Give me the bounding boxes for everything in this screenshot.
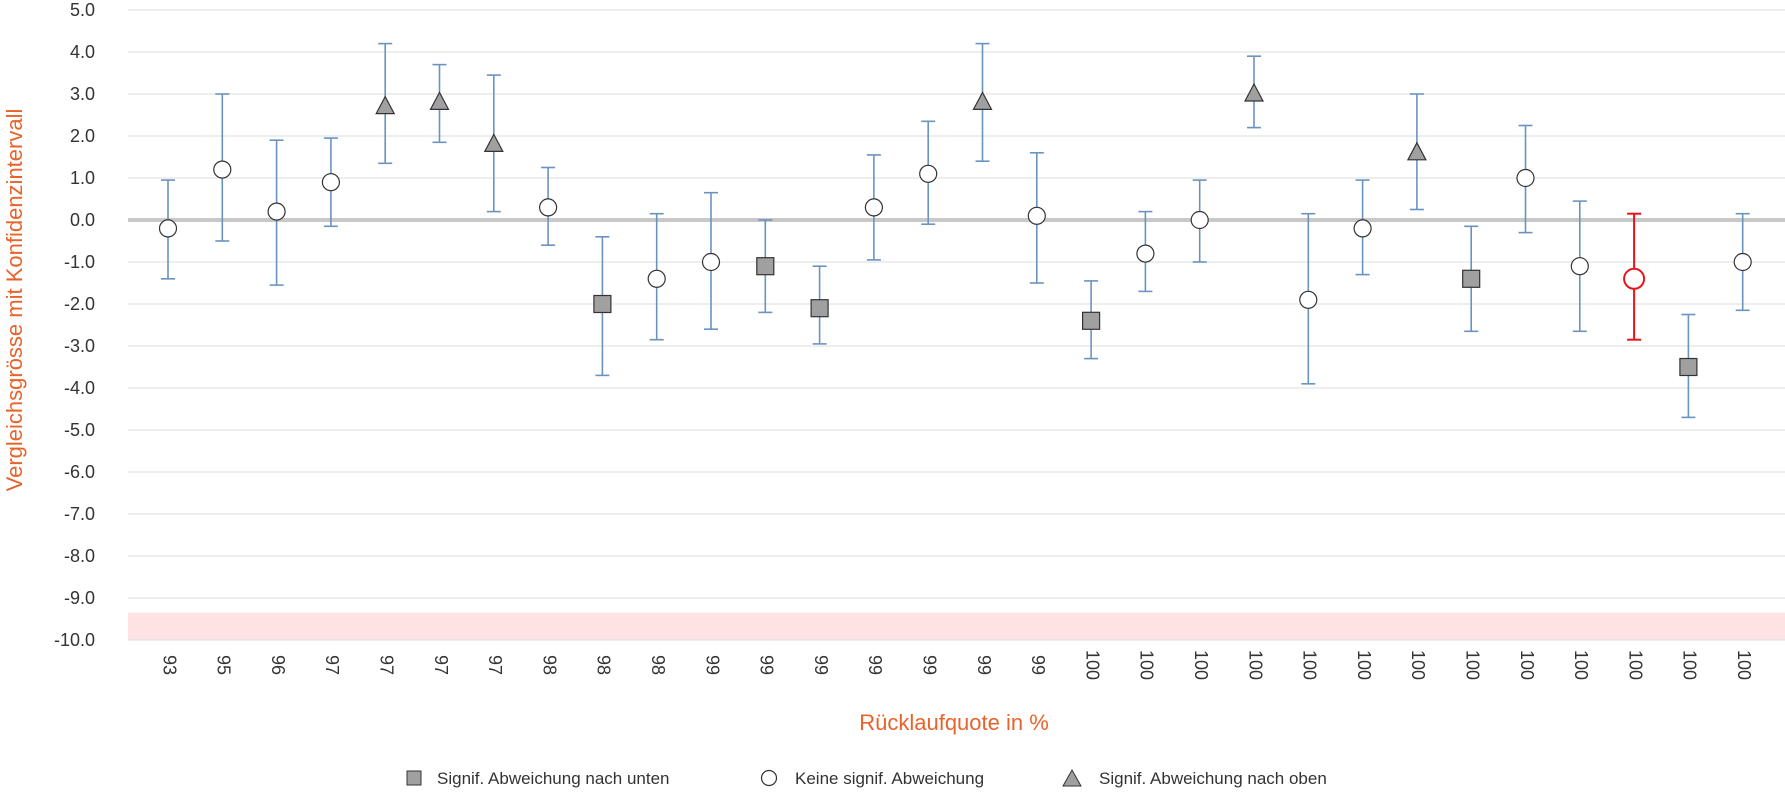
- x-tick-label: 95: [214, 655, 234, 675]
- x-tick-label: 100: [1625, 650, 1645, 680]
- x-tick-label: 97: [431, 655, 451, 675]
- data-point-circle: [1733, 252, 1752, 272]
- data-point-circle: [1570, 257, 1589, 276]
- x-tick-label: 100: [1300, 650, 1320, 680]
- x-tick-label: 97: [485, 655, 505, 675]
- data-point-square: [756, 257, 775, 276]
- y-tick-label: -10.0: [54, 630, 95, 650]
- legend-circle-icon: [760, 769, 778, 787]
- y-tick-label: -9.0: [64, 588, 95, 608]
- data-point-triangle: [1406, 141, 1427, 161]
- x-tick-label: 100: [1462, 650, 1482, 680]
- x-tick-label: 100: [1191, 650, 1211, 680]
- x-tick-label: 97: [322, 655, 342, 675]
- y-tick-label: 4.0: [70, 42, 95, 62]
- x-tick-label: 99: [865, 655, 885, 675]
- x-tick-label: 99: [702, 655, 722, 675]
- x-tick-label: 100: [1517, 650, 1537, 680]
- y-tick-label: -4.0: [64, 378, 95, 398]
- marker-layer: [158, 82, 1752, 377]
- errorbar-layer: [161, 42, 1750, 419]
- legend-label-none: Keine signif. Abweichung: [795, 769, 984, 788]
- y-tick-label: 3.0: [70, 84, 95, 104]
- data-point-circle: [158, 219, 178, 238]
- data-point-circle: [1136, 244, 1155, 263]
- legend: Signif. Abweichung nach unten Keine sign…: [406, 768, 1327, 788]
- data-point-circle: [1190, 210, 1209, 230]
- x-tick-label: 100: [1245, 650, 1265, 680]
- x-tick-label: 98: [648, 655, 668, 675]
- y-tick-label: 0.0: [70, 210, 95, 230]
- data-point-circle: [1299, 290, 1318, 309]
- y-tick-label: -3.0: [64, 336, 95, 356]
- data-point-circle: [647, 269, 666, 288]
- data-point-square: [1462, 269, 1481, 288]
- legend-item-up: Signif. Abweichung nach oben: [1062, 768, 1327, 788]
- data-point-circle-highlight: [1623, 267, 1646, 290]
- x-tick-label: 100: [1354, 650, 1374, 680]
- x-tick-label: 99: [919, 655, 939, 675]
- y-tick-label: -6.0: [64, 462, 95, 482]
- shaded-band: [128, 612, 1785, 640]
- x-tick-label: 99: [757, 655, 777, 675]
- legend-triangle-icon: [1062, 768, 1082, 787]
- data-point-square: [593, 294, 612, 314]
- data-point-circle: [267, 202, 286, 221]
- legend-item-down: Signif. Abweichung nach unten: [406, 769, 670, 788]
- gridline-layer: [128, 9, 1785, 641]
- data-point-circle: [321, 173, 340, 192]
- x-tick-label: 99: [974, 655, 994, 675]
- y-tick-label: -7.0: [64, 504, 95, 524]
- data-point-triangle: [375, 95, 396, 115]
- x-tick-label: 100: [1408, 650, 1428, 680]
- data-point-circle: [919, 164, 938, 183]
- y-tick-label: -2.0: [64, 294, 95, 314]
- shaded-band-layer: [128, 612, 1785, 640]
- y-axis-title: Vergleichsgrösse mit Konfidenzintervall: [2, 109, 27, 492]
- legend-label-up: Signif. Abweichung nach oben: [1099, 769, 1327, 788]
- data-point-circle: [1353, 219, 1372, 238]
- data-point-circle: [538, 198, 558, 217]
- data-point-triangle: [429, 91, 450, 111]
- y-tick-label: -5.0: [64, 420, 95, 440]
- data-point-square: [1679, 357, 1698, 377]
- x-tick-label: 100: [1571, 650, 1591, 680]
- data-point-triangle: [483, 133, 504, 152]
- x-tick-label: 99: [1028, 655, 1048, 675]
- x-tick-label: 93: [159, 655, 179, 675]
- data-point-circle: [701, 252, 721, 272]
- y-tick-label: 2.0: [70, 126, 95, 146]
- y-tick-label: -8.0: [64, 546, 95, 566]
- x-tick-label: 98: [539, 655, 559, 675]
- data-point-circle: [1516, 168, 1535, 188]
- legend-item-none: Keine signif. Abweichung: [760, 769, 984, 788]
- y-tick-label: -1.0: [64, 252, 95, 272]
- data-point-square: [810, 299, 829, 318]
- x-tick-label: 100: [1137, 650, 1157, 680]
- data-point-circle: [213, 160, 232, 179]
- x-tick-label: 97: [376, 655, 396, 675]
- y-tick-label-layer: 5.0 4.0 3.0 2.0 1.0 0.0 -1.0 -2.0 -3.0 -4.0 -5.0 -6…: [54, 0, 95, 650]
- data-point-triangle: [972, 91, 993, 111]
- y-tick-label: 5.0: [70, 0, 95, 20]
- y-tick-label: 1.0: [70, 168, 95, 188]
- x-tick-label: 99: [811, 655, 831, 675]
- legend-label-down: Signif. Abweichung nach unten: [437, 769, 670, 788]
- x-tick-label: 100: [1082, 650, 1102, 680]
- x-tick-label: 98: [594, 655, 614, 675]
- data-point-circle: [864, 198, 884, 217]
- data-point-circle: [1027, 206, 1046, 225]
- x-axis-title: Rücklaufquote in %: [859, 710, 1049, 735]
- data-point-triangle: [1244, 82, 1264, 102]
- x-tick-label: 100: [1734, 650, 1754, 680]
- data-point-square: [1081, 311, 1101, 330]
- x-tick-label: 100: [1680, 650, 1700, 680]
- x-tick-label-layer: 93 95 96 97 97 97 97 98 98 98 99 99 99 99 99 99 99 100 100…: [159, 650, 1754, 680]
- legend-square-icon: [406, 770, 422, 786]
- x-tick-label: 96: [268, 655, 288, 675]
